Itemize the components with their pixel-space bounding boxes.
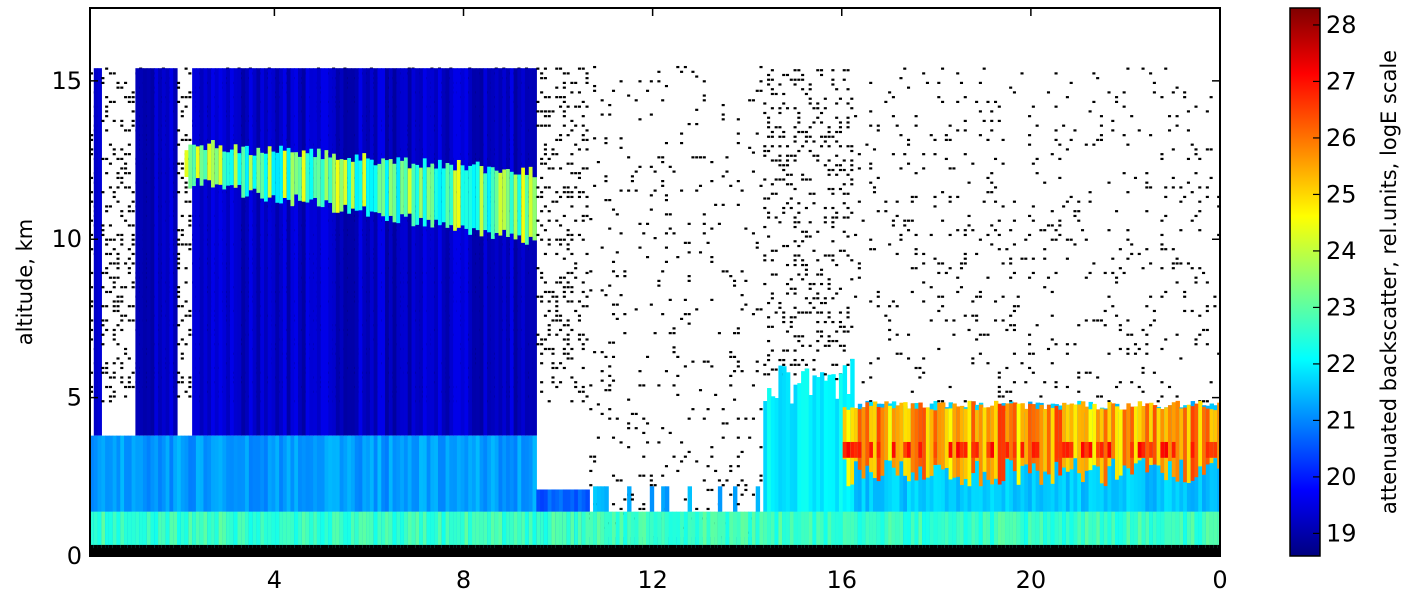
colorbar-tick-label: 21 [1326, 406, 1357, 434]
y-tick-label: 5 [67, 384, 82, 412]
colorbar-tick-label: 26 [1326, 124, 1357, 152]
y-tick-label: 10 [51, 225, 82, 253]
colorbar-tick-label: 27 [1326, 67, 1357, 95]
y-tick-label: 0 [67, 542, 82, 570]
plot-frame [89, 7, 1221, 557]
colorbar: 19 20 21 22 23 24 25 26 27 28 attenuated backscat… [1289, 7, 1401, 557]
colorbar-tick-label: 20 [1326, 463, 1357, 491]
plot-area [90, 8, 1220, 556]
x-tick-label: 20 [1016, 566, 1047, 594]
y-axis: 0 5 10 15 [51, 67, 1220, 570]
x-tick-label: 4 [267, 566, 282, 594]
backscatter-heatmap [90, 65, 1220, 556]
x-tick-label: 8 [456, 566, 471, 594]
colorbar-tick-label: 23 [1326, 293, 1357, 321]
colorbar-tick-label: 25 [1326, 180, 1357, 208]
colorbar-ticks: 19 20 21 22 23 24 25 26 27 28 [1313, 11, 1357, 547]
colorbar-tick-label: 22 [1326, 350, 1357, 378]
colorbar-label: attenuated backscatter, rel.units, logE … [1377, 50, 1401, 514]
colorbar-tick-label: 19 [1326, 519, 1357, 547]
x-tick-label: 12 [637, 566, 668, 594]
colorbar-tick-label: 28 [1326, 11, 1357, 39]
colorbar-gradient [1289, 7, 1321, 557]
x-tick-label: 0 [1212, 566, 1227, 594]
colorbar-tick-label: 24 [1326, 237, 1357, 265]
y-tick-label: 15 [51, 67, 82, 95]
y-axis-label: altitude, km [13, 219, 37, 346]
x-axis: 4 8 12 16 20 0 [267, 8, 1228, 594]
x-tick-label: 16 [826, 566, 857, 594]
